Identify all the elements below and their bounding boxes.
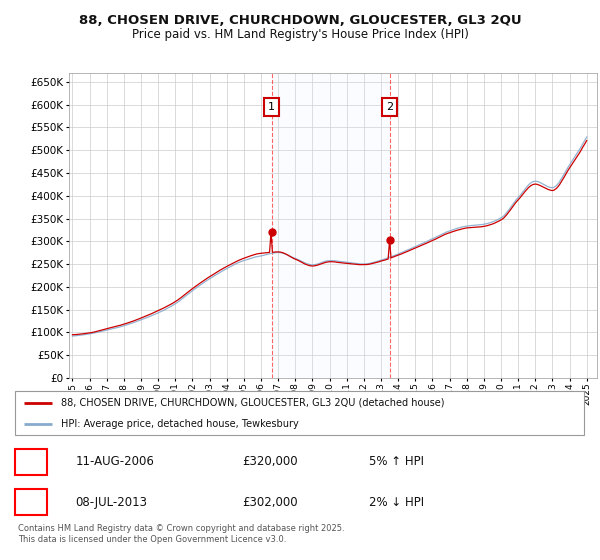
FancyBboxPatch shape [15, 391, 584, 435]
Text: Price paid vs. HM Land Registry's House Price Index (HPI): Price paid vs. HM Land Registry's House … [131, 28, 469, 41]
Text: HPI: Average price, detached house, Tewkesbury: HPI: Average price, detached house, Tewk… [61, 419, 299, 430]
Text: 1: 1 [268, 102, 275, 112]
FancyBboxPatch shape [15, 449, 47, 475]
Text: 88, CHOSEN DRIVE, CHURCHDOWN, GLOUCESTER, GL3 2QU: 88, CHOSEN DRIVE, CHURCHDOWN, GLOUCESTER… [79, 14, 521, 27]
Text: 88, CHOSEN DRIVE, CHURCHDOWN, GLOUCESTER, GL3 2QU (detached house): 88, CHOSEN DRIVE, CHURCHDOWN, GLOUCESTER… [61, 398, 445, 408]
Text: 2: 2 [386, 102, 393, 112]
Text: 11-AUG-2006: 11-AUG-2006 [76, 455, 154, 468]
Text: 1: 1 [27, 455, 35, 468]
Text: Contains HM Land Registry data © Crown copyright and database right 2025.: Contains HM Land Registry data © Crown c… [18, 524, 344, 533]
Bar [272, 73, 389, 378]
Text: This data is licensed under the Open Government Licence v3.0.: This data is licensed under the Open Gov… [18, 534, 286, 544]
FancyBboxPatch shape [15, 489, 47, 515]
Text: 08-JUL-2013: 08-JUL-2013 [76, 496, 148, 509]
Text: 2% ↓ HPI: 2% ↓ HPI [369, 496, 424, 509]
Text: £302,000: £302,000 [242, 496, 298, 509]
Text: 5% ↑ HPI: 5% ↑ HPI [369, 455, 424, 468]
Text: 2: 2 [27, 496, 35, 509]
Text: £320,000: £320,000 [242, 455, 298, 468]
